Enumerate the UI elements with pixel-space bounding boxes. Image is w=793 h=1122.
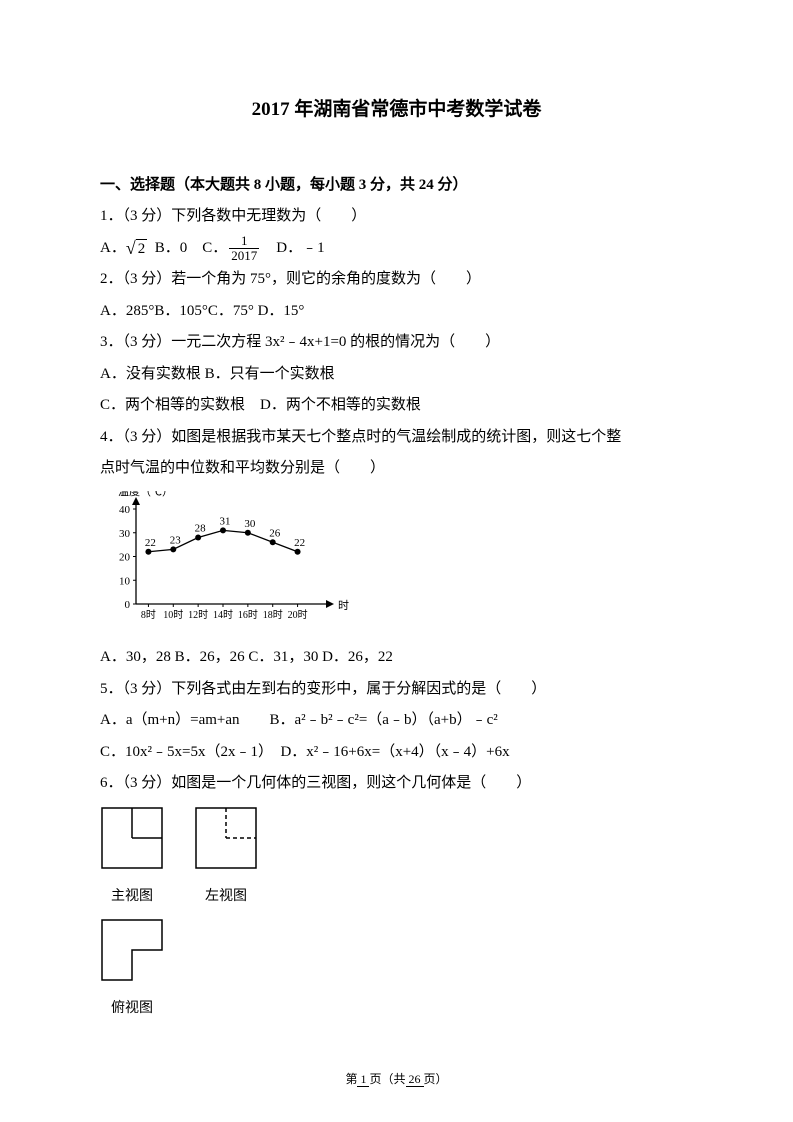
svg-text:时间: 时间 [338, 599, 350, 612]
q1-opt-b: B．0 [155, 240, 188, 256]
left-view: 左视图 [194, 806, 258, 912]
svg-text:40: 40 [119, 504, 131, 516]
q3-options-1: A．没有实数根 B．只有一个实数根 [100, 359, 693, 391]
svg-text:22: 22 [294, 537, 305, 549]
fraction-icon: 12017 [229, 234, 259, 264]
top-view-svg [100, 918, 164, 982]
views-row-1: 主视图 左视图 [100, 806, 693, 912]
svg-text:12时: 12时 [188, 609, 208, 621]
q4-text-2: 点时气温的中位数和平均数分别是（ ） [100, 453, 693, 485]
footer-page: 1 [357, 1072, 369, 1087]
svg-text:0: 0 [125, 599, 131, 611]
footer-prefix: 第 [345, 1072, 357, 1086]
svg-text:温度（℃）: 温度（℃） [118, 491, 173, 498]
q1-opt-a: A． [100, 240, 126, 256]
q5-options-1: A．a（m+n）=am+an B．a²﹣b²﹣c²=（a﹣b）（a+b）﹣c² [100, 705, 693, 737]
sqrt-icon: √2 [126, 239, 147, 258]
left-view-label: 左视图 [194, 882, 258, 911]
q1-opt-c: C． [202, 240, 227, 256]
q6-text: 6．（3 分）如图是一个几何体的三视图，则这个几何体是（ ） [100, 768, 693, 800]
svg-text:31: 31 [220, 515, 231, 527]
svg-text:14时: 14时 [213, 609, 233, 621]
q5-options-2: C．10x²﹣5x=5x（2x﹣1） D．x²﹣16+6x=（x+4）（x﹣4）… [100, 737, 693, 769]
svg-text:30: 30 [119, 528, 131, 540]
q1-text: 1．（3 分）下列各数中无理数为（ ） [100, 201, 693, 233]
q4-text-1: 4．（3 分）如图是根据我市某天七个整点时的气温绘制成的统计图，则这七个整 [100, 422, 693, 454]
svg-text:26: 26 [269, 527, 281, 539]
chart-svg: 0 10 20 30 40 温度（℃） 8时 10时 12时 14时 16时 18时 20时 时间 22 23… [100, 491, 350, 626]
q1-opt-d: D．﹣1 [276, 240, 324, 256]
q2-options: A．285°B．105°C．75° D．15° [100, 296, 693, 328]
footer-mid: 页（共 [369, 1072, 405, 1086]
svg-text:18时: 18时 [263, 609, 283, 621]
svg-text:20: 20 [119, 551, 131, 563]
svg-text:10时: 10时 [163, 609, 183, 621]
q4-options: A．30，28 B．26，26 C．31，30 D．26，22 [100, 642, 693, 674]
section-header: 一、选择题（本大题共 8 小题，每小题 3 分，共 24 分） [100, 170, 693, 202]
svg-text:23: 23 [170, 534, 182, 546]
svg-text:20时: 20时 [288, 609, 308, 621]
top-view: 俯视图 [100, 918, 164, 1024]
svg-text:30: 30 [244, 518, 256, 530]
q1-options: A．√2 B．0 C．12017 D．﹣1 [100, 233, 693, 265]
svg-text:28: 28 [195, 522, 207, 534]
footer-suffix: 页） [424, 1072, 448, 1086]
left-view-svg [194, 806, 258, 870]
q3-text: 3．（3 分）一元二次方程 3x²﹣4x+1=0 的根的情况为（ ） [100, 327, 693, 359]
temperature-chart: 0 10 20 30 40 温度（℃） 8时 10时 12时 14时 16时 18时 20时 时间 22 23… [100, 491, 693, 639]
svg-text:8时: 8时 [141, 609, 156, 621]
front-view: 主视图 [100, 806, 164, 912]
svg-text:10: 10 [119, 575, 131, 587]
exam-title: 2017 年湖南省常德市中考数学试卷 [100, 90, 693, 130]
svg-text:22: 22 [145, 537, 156, 549]
top-view-label: 俯视图 [100, 994, 164, 1023]
views-row-2: 俯视图 [100, 918, 693, 1025]
footer-total: 26 [406, 1072, 424, 1087]
page-footer: 第1页（共26页） [0, 1067, 793, 1092]
front-view-svg [100, 806, 164, 870]
svg-text:16时: 16时 [238, 609, 258, 621]
q3-options-2: C．两个相等的实数根 D．两个不相等的实数根 [100, 390, 693, 422]
front-view-label: 主视图 [100, 882, 164, 911]
q2-text: 2．（3 分）若一个角为 75°，则它的余角的度数为（ ） [100, 264, 693, 296]
q5-text: 5．（3 分）下列各式由左到右的变形中，属于分解因式的是（ ） [100, 674, 693, 706]
